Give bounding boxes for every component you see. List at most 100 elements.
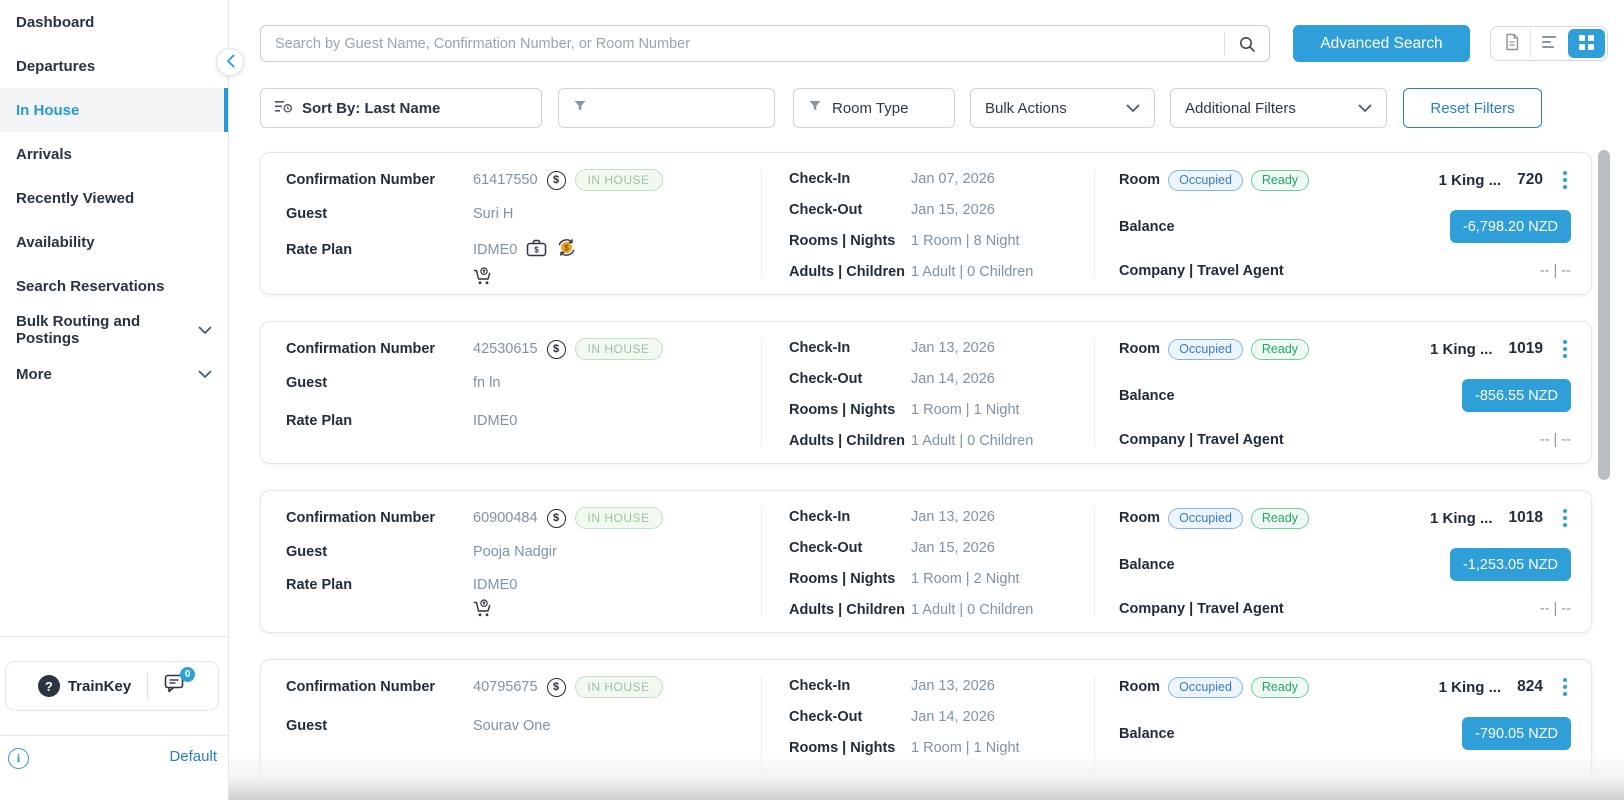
search-icon[interactable] xyxy=(1225,35,1269,53)
confirmation-number-value[interactable]: 61417550 xyxy=(473,172,538,188)
cart-upload-icon xyxy=(473,267,493,291)
guest-name[interactable]: Sourav One xyxy=(473,718,551,734)
card-menu-button[interactable] xyxy=(1559,338,1571,360)
check-in-label: Check-In xyxy=(789,171,851,187)
sidebar-item-in-house[interactable]: In House xyxy=(0,88,228,132)
sidebar-item-label: Recently Viewed xyxy=(16,189,135,207)
room-type-value: 1 King ... xyxy=(1438,171,1502,189)
info-icon[interactable]: i xyxy=(8,748,29,769)
card-menu-button[interactable] xyxy=(1559,169,1571,191)
check-out-date: Jan 14, 2026 xyxy=(911,371,995,387)
sidebar-item-dashboard[interactable]: Dashboard xyxy=(0,0,228,44)
grid-view-button[interactable] xyxy=(1568,29,1605,58)
guest-label: Guest xyxy=(286,718,328,734)
chevron-down-icon xyxy=(1358,100,1372,117)
room-type-value: 1 King ... xyxy=(1430,509,1493,527)
rate-plan-label: Rate Plan xyxy=(286,577,353,593)
rooms-nights-value: 1 Room | 2 Night xyxy=(911,571,1020,587)
balance-pill[interactable]: -790.05 NZD xyxy=(1461,717,1571,750)
sort-icon xyxy=(275,99,292,118)
room-type-value: 1 King ... xyxy=(1430,340,1493,358)
room-label: Room xyxy=(1119,679,1161,695)
sidebar-collapse-button[interactable] xyxy=(216,48,244,76)
balance-label: Balance xyxy=(1119,556,1175,573)
room-number: 1018 xyxy=(1508,509,1543,526)
guest-name[interactable]: Suri H xyxy=(473,206,514,222)
card-divider xyxy=(761,676,762,785)
search-input[interactable] xyxy=(261,26,1224,61)
check-out-label: Check-Out xyxy=(789,540,863,556)
chevron-down-icon xyxy=(1126,100,1140,117)
room-type-label: Room Type xyxy=(832,99,909,117)
card-menu-button[interactable] xyxy=(1559,676,1571,698)
recurring-charge-icon: $ xyxy=(556,237,577,263)
confirmation-number-value[interactable]: 42530615 xyxy=(473,341,538,357)
sidebar-item-label: Departures xyxy=(16,57,96,75)
room-number: 824 xyxy=(1517,678,1543,695)
balance-pill[interactable]: -1,253.05 NZD xyxy=(1449,548,1571,581)
list-icon xyxy=(1541,35,1558,52)
confirmation-number-label: Confirmation Number xyxy=(286,341,436,357)
chat-button[interactable]: 0 xyxy=(164,667,196,698)
payment-dollar-icon: $ xyxy=(546,677,566,697)
room-type-dropdown[interactable]: Room Type xyxy=(793,88,955,128)
sidebar-item-availability[interactable]: Availability xyxy=(0,220,228,264)
room-label: Room xyxy=(1119,341,1161,357)
payment-dollar-icon: $ xyxy=(546,339,566,359)
rate-plan-label: Rate Plan xyxy=(286,242,353,258)
ready-badge: Ready xyxy=(1250,676,1310,698)
check-in-label: Check-In xyxy=(789,509,851,525)
chevron-down-icon xyxy=(198,322,212,339)
sort-by-dropdown[interactable]: Sort By: Last Name xyxy=(260,88,542,128)
scrollbar[interactable] xyxy=(1598,150,1610,480)
company-travel-agent-value: -- | -- xyxy=(1539,432,1571,448)
sidebar-item-arrivals[interactable]: Arrivals xyxy=(0,132,228,176)
occupied-badge: Occupied xyxy=(1168,676,1243,698)
rate-plan-value: IDME0 xyxy=(473,242,518,258)
chat-bubble-icon xyxy=(164,674,186,698)
card-divider xyxy=(761,338,762,447)
additional-filters-dropdown[interactable]: Additional Filters xyxy=(1170,88,1387,128)
sidebar-item-label: Bulk Routing and Postings xyxy=(16,313,141,347)
trainkey-button[interactable]: ? TrainKey xyxy=(37,675,131,697)
adults-children-label: Adults | Children xyxy=(789,433,906,449)
balance-label: Balance xyxy=(1119,725,1175,742)
balance-pill[interactable]: -856.55 NZD xyxy=(1461,379,1571,412)
confirmation-number-label: Confirmation Number xyxy=(286,679,436,695)
balance-pill[interactable]: -6,798.20 NZD xyxy=(1449,210,1571,243)
sidebar-bottom-bar: i Default xyxy=(0,736,229,800)
confirmation-number-value[interactable]: 40795675 xyxy=(473,679,538,695)
sidebar-item-bulk-routing-and-postings[interactable]: Bulk Routing and Postings xyxy=(0,308,228,352)
sidebar-item-more[interactable]: More xyxy=(0,352,228,396)
occupied-badge: Occupied xyxy=(1168,507,1243,529)
guest-name[interactable]: Pooja Nadgir xyxy=(473,544,557,560)
occupied-badge: Occupied xyxy=(1168,169,1243,191)
default-link[interactable]: Default xyxy=(169,748,217,765)
guest-name[interactable]: fn ln xyxy=(473,375,501,391)
adults-children-label: Adults | Children xyxy=(789,264,906,280)
list-view-button[interactable] xyxy=(1530,29,1568,58)
search-bar xyxy=(260,25,1270,62)
sidebar-item-departures[interactable]: Departures xyxy=(0,44,228,88)
sidebar-item-search-reservations[interactable]: Search Reservations xyxy=(0,264,228,308)
sidebar-item-recently-viewed[interactable]: Recently Viewed xyxy=(0,176,228,220)
reset-filters-button[interactable]: Reset Filters xyxy=(1403,88,1542,128)
funnel-icon xyxy=(573,99,587,117)
trainkey-panel: ? TrainKey 0 xyxy=(5,661,219,711)
card-divider xyxy=(1094,338,1095,447)
adults-children-value: 1 Adult | 0 Children xyxy=(911,264,1034,280)
check-in-date: Jan 13, 2026 xyxy=(911,340,995,356)
document-view-button[interactable] xyxy=(1493,29,1530,58)
company-travel-agent-label: Company | Travel Agent xyxy=(1119,432,1284,448)
advanced-search-button[interactable]: Advanced Search xyxy=(1293,25,1470,62)
filter-dropdown[interactable] xyxy=(558,88,775,128)
additional-filters-label: Additional Filters xyxy=(1185,99,1296,117)
sidebar-nav: Dashboard Departures In House Arrivals R… xyxy=(0,0,228,396)
confirmation-number-value[interactable]: 60900484 xyxy=(473,510,538,526)
bulk-actions-dropdown[interactable]: Bulk Actions xyxy=(970,88,1155,128)
guest-label: Guest xyxy=(286,206,328,222)
card-menu-button[interactable] xyxy=(1559,507,1571,529)
confirmation-number-label: Confirmation Number xyxy=(286,510,436,526)
check-in-date: Jan 07, 2026 xyxy=(911,171,995,187)
